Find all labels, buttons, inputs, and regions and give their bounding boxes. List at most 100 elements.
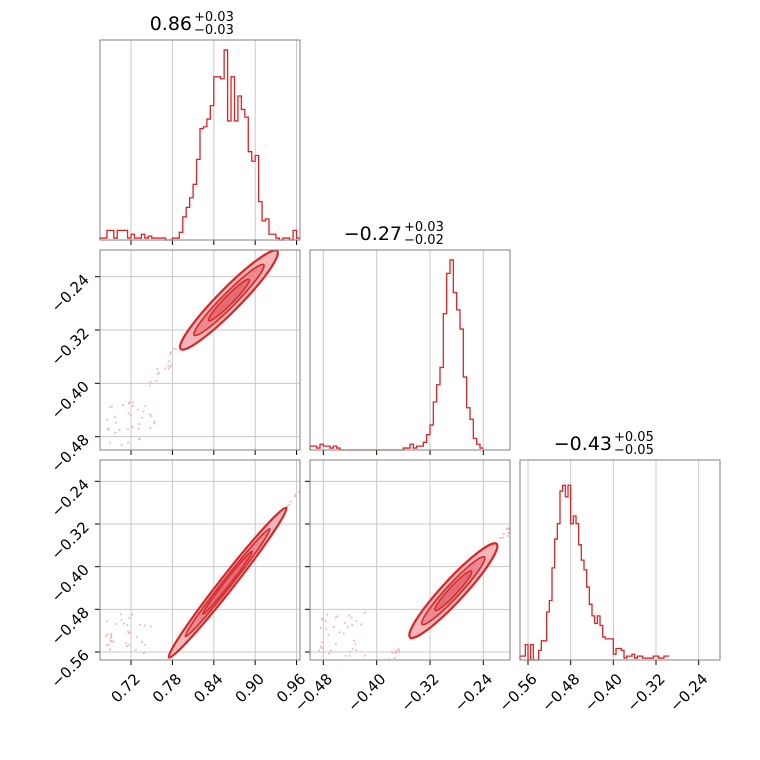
scatter-point	[342, 632, 345, 635]
scatter-point	[128, 632, 131, 635]
param-title-plus: +0.05	[614, 430, 654, 445]
scatter-point	[153, 420, 156, 423]
scatter-point	[109, 648, 112, 651]
scatter-point	[152, 422, 155, 425]
histogram-0	[99, 49, 300, 241]
scatter-point	[343, 621, 346, 624]
panel-2d-1	[105, 490, 300, 703]
scatter-point	[363, 611, 366, 614]
scatter-point	[506, 527, 509, 530]
param-title-minus: −0.05	[614, 443, 654, 458]
scatter-point	[169, 352, 172, 355]
scatter-point	[150, 415, 153, 418]
scatter-point	[506, 535, 509, 538]
scatter-point	[328, 652, 331, 655]
scatter-point	[324, 620, 327, 623]
scatter-point	[134, 648, 137, 651]
scatter-point	[127, 412, 130, 415]
y-tick-label: −0.40	[48, 377, 93, 422]
scatter-point	[149, 413, 152, 416]
scatter-point	[146, 684, 148, 686]
scatter-point	[121, 404, 124, 407]
panel-bg	[100, 250, 300, 450]
scatter-point	[350, 616, 353, 619]
panel-2d-2	[318, 526, 516, 660]
scatter-point	[108, 406, 111, 409]
scatter-point	[130, 425, 133, 428]
scatter-point	[156, 367, 159, 370]
scatter-point	[336, 615, 339, 618]
scatter-point	[327, 633, 330, 636]
scatter-point	[137, 427, 140, 430]
panel-2d-0	[106, 244, 287, 447]
scatter-point	[507, 532, 510, 535]
scatter-point	[160, 666, 162, 668]
scatter-point	[170, 364, 173, 367]
scatter-point	[155, 673, 157, 675]
scatter-point	[354, 642, 357, 645]
scatter-point	[128, 401, 131, 404]
scatter-point	[158, 371, 161, 374]
x-tick-label: −0.32	[624, 670, 669, 715]
scatter-point	[147, 684, 149, 686]
scatter-point	[149, 426, 152, 429]
scatter-point	[318, 649, 321, 652]
scatter-point	[105, 635, 108, 638]
scatter-point	[351, 647, 354, 650]
density-contour	[434, 570, 473, 612]
scatter-point	[141, 640, 144, 643]
scatter-point	[294, 495, 297, 498]
panels-layer: 0.86 +0.03−0.03−0.27 +0.03−0.02−0.56−0.48−…	[48, 10, 721, 715]
x-tick-label: −0.40	[581, 670, 626, 715]
scatter-point	[338, 631, 341, 634]
scatter-point	[112, 640, 115, 643]
scatter-point	[149, 380, 152, 383]
scatter-point	[139, 623, 142, 626]
scatter-point	[514, 526, 516, 528]
y-tick-label: −0.48	[48, 603, 93, 648]
scatter-point	[110, 633, 113, 636]
panel-bg	[310, 250, 510, 450]
scatter-point	[110, 636, 113, 639]
scatter-point	[118, 429, 121, 432]
scatter-point	[106, 427, 109, 430]
param-title-value: −0.43	[554, 433, 612, 455]
panel-frame	[99, 39, 301, 241]
scatter-point	[155, 379, 158, 382]
scatter-point	[119, 613, 122, 616]
scatter-point	[289, 500, 292, 503]
scatter-point	[159, 667, 161, 669]
scatter-point	[146, 685, 148, 687]
scatter-point	[285, 244, 287, 246]
x-tick-label: 0.78	[149, 670, 185, 706]
scatter-point	[325, 627, 328, 630]
y-tick-label: −0.40	[48, 561, 93, 606]
scatter-point	[146, 685, 148, 687]
scatter-point	[398, 650, 401, 653]
scatter-point	[170, 351, 173, 354]
scatter-point	[127, 441, 130, 444]
scatter-point	[511, 527, 513, 529]
scatter-point	[148, 683, 150, 685]
scatter-point	[126, 428, 129, 431]
param-title-minus: −0.02	[404, 233, 444, 248]
scatter-point	[140, 416, 143, 419]
scatter-point	[395, 650, 398, 653]
scatter-point	[127, 630, 130, 633]
y-tick-label: −0.48	[48, 431, 93, 476]
scatter-point	[106, 418, 109, 421]
scatter-point	[326, 613, 329, 616]
scatter-point	[319, 645, 322, 648]
scatter-point	[348, 654, 351, 657]
scatter-point	[144, 404, 147, 407]
scatter-point	[167, 364, 170, 367]
scatter-point	[131, 613, 134, 616]
scatter-point	[133, 701, 135, 703]
panel-frame	[309, 459, 511, 661]
scatter-point	[164, 367, 167, 370]
scatter-point	[156, 372, 159, 375]
scatter-point	[128, 616, 131, 619]
scatter-point	[329, 649, 332, 652]
param-title-value: −0.27	[344, 223, 402, 245]
